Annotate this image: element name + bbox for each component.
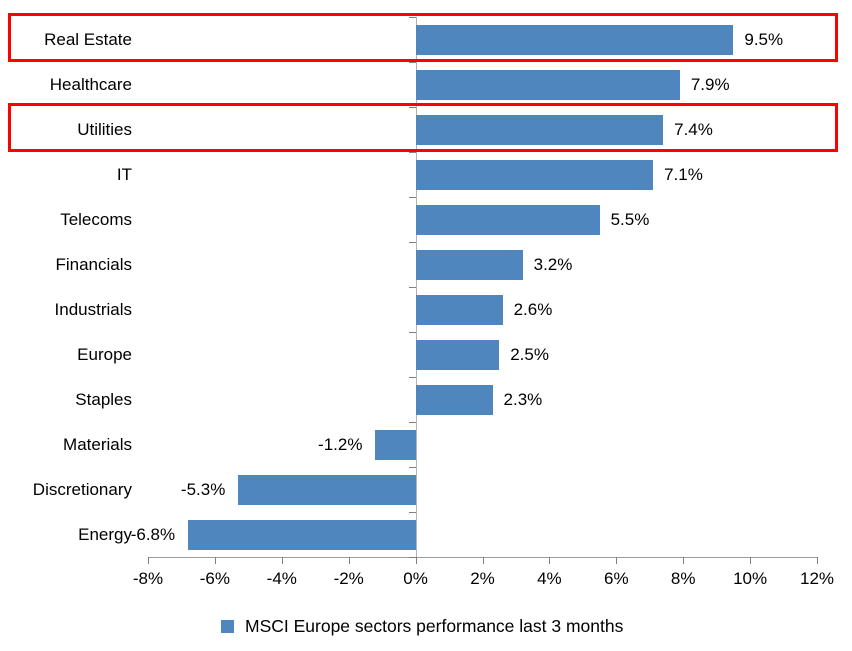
category-tick bbox=[408, 557, 416, 558]
x-tick-label: 6% bbox=[604, 569, 629, 588]
category-tick bbox=[408, 242, 416, 243]
value-label: 7.1% bbox=[664, 164, 703, 184]
x-tick bbox=[482, 557, 484, 564]
value-label: 7.4% bbox=[674, 119, 713, 139]
x-tick-label: 8% bbox=[670, 569, 696, 588]
legend-label: MSCI Europe sectors performance last 3 m… bbox=[245, 615, 624, 636]
x-tick-label: 4% bbox=[537, 569, 562, 588]
category-label: Utilities bbox=[77, 119, 132, 139]
value-label: -1.2% bbox=[318, 434, 363, 454]
x-tick bbox=[549, 557, 551, 564]
legend-swatch bbox=[221, 619, 234, 633]
x-tick-label: -6% bbox=[199, 569, 230, 588]
bar bbox=[375, 429, 416, 460]
category-tick bbox=[408, 467, 416, 468]
bar bbox=[415, 249, 523, 280]
category-label: Staples bbox=[75, 389, 132, 409]
category-tick bbox=[408, 107, 416, 108]
bar bbox=[415, 69, 680, 100]
bar bbox=[415, 294, 503, 325]
category-label: Materials bbox=[63, 434, 132, 454]
category-label: Industrials bbox=[54, 299, 132, 319]
category-axis-line bbox=[415, 17, 417, 564]
bar bbox=[415, 159, 654, 190]
category-label: Energy bbox=[78, 524, 132, 544]
x-tick bbox=[214, 557, 216, 564]
legend: MSCI Europe sectors performance last 3 m… bbox=[221, 613, 623, 639]
bar bbox=[415, 24, 734, 55]
bar bbox=[238, 474, 416, 505]
highlight-box bbox=[8, 103, 838, 152]
category-label: Real Estate bbox=[44, 29, 132, 49]
value-label: -5.3% bbox=[180, 479, 226, 499]
category-tick bbox=[408, 287, 416, 288]
x-tick bbox=[348, 557, 350, 564]
x-tick bbox=[817, 557, 818, 564]
category-label: Discretionary bbox=[32, 479, 132, 499]
value-label: 9.5% bbox=[744, 29, 784, 49]
category-label: Europe bbox=[77, 344, 132, 364]
x-tick bbox=[415, 557, 417, 564]
category-label: Financials bbox=[55, 254, 132, 274]
x-tick bbox=[281, 557, 283, 564]
x-tick-label: -4% bbox=[266, 569, 297, 588]
x-tick bbox=[616, 557, 618, 564]
value-label: 3.2% bbox=[533, 254, 573, 274]
bar bbox=[415, 114, 664, 145]
x-tick bbox=[148, 557, 149, 564]
x-tick-label: 0% bbox=[403, 569, 428, 588]
x-tick bbox=[750, 557, 752, 564]
x-tick-label: -2% bbox=[333, 569, 364, 588]
bar bbox=[415, 204, 600, 235]
x-tick-label: 10% bbox=[733, 569, 768, 588]
category-tick bbox=[408, 197, 416, 198]
bar bbox=[415, 384, 493, 415]
category-tick bbox=[408, 422, 416, 423]
value-label: 2.6% bbox=[513, 299, 553, 319]
value-label: 7.9% bbox=[690, 74, 730, 94]
category-tick bbox=[408, 62, 416, 63]
bar bbox=[188, 519, 416, 550]
category-label: Telecoms bbox=[60, 209, 132, 229]
value-label: -6.8% bbox=[130, 524, 176, 544]
x-tick-label: -8% bbox=[132, 569, 164, 588]
x-tick-label: 12% bbox=[799, 569, 835, 588]
category-label: IT bbox=[116, 164, 132, 184]
category-tick bbox=[408, 152, 416, 153]
x-tick-label: 2% bbox=[470, 569, 495, 588]
category-label: Healthcare bbox=[49, 74, 132, 94]
bar bbox=[415, 339, 500, 370]
category-tick bbox=[408, 512, 416, 513]
category-tick bbox=[408, 332, 416, 333]
value-label: 2.3% bbox=[503, 389, 543, 409]
category-tick bbox=[408, 17, 416, 18]
x-tick bbox=[683, 557, 685, 564]
highlight-box bbox=[8, 13, 838, 62]
value-label: 5.5% bbox=[610, 209, 650, 229]
category-tick bbox=[408, 377, 416, 378]
value-label: 2.5% bbox=[510, 344, 549, 364]
